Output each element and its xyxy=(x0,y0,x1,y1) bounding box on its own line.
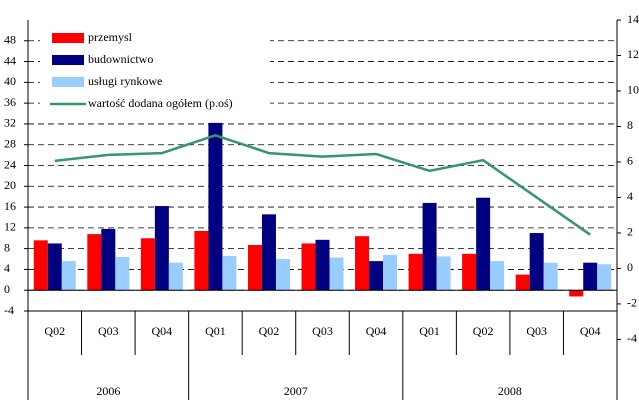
bar xyxy=(47,243,62,291)
bar xyxy=(154,206,169,291)
x-tick-label: Q02 xyxy=(259,324,280,338)
bar xyxy=(462,253,477,291)
y-tick-label: 44 xyxy=(4,53,16,67)
year-label: 2008 xyxy=(498,384,522,398)
bar xyxy=(275,259,290,291)
bar xyxy=(115,256,130,291)
bar xyxy=(208,122,223,291)
bar xyxy=(101,228,116,291)
y2-tick-label: 0 xyxy=(627,260,633,274)
bar xyxy=(247,245,262,291)
x-tick-label: Q04 xyxy=(580,324,601,338)
legend-label: wartość dodana ogółem (p.oś) xyxy=(88,96,233,110)
y2-tick-label: 6 xyxy=(627,154,633,168)
bar xyxy=(222,255,237,291)
line xyxy=(54,134,591,236)
y-tick-label: -4 xyxy=(4,303,14,317)
legend-label: przemysl xyxy=(88,30,133,44)
bar xyxy=(315,239,330,291)
bar xyxy=(87,234,102,291)
bar xyxy=(583,262,598,291)
y2-tick-label: 14 xyxy=(627,12,639,26)
legend-swatch xyxy=(52,33,84,43)
bar xyxy=(408,253,423,291)
x-tick-label: Q04 xyxy=(366,324,387,338)
bar xyxy=(61,261,76,291)
x-tick-label: Q01 xyxy=(419,324,440,338)
bar xyxy=(490,261,505,291)
bar xyxy=(597,264,612,291)
y-tick-label: 24 xyxy=(4,157,16,171)
y2-tick-label: -2 xyxy=(627,296,637,310)
y-tick-label: 40 xyxy=(4,74,16,88)
x-tick-label: Q04 xyxy=(152,324,173,338)
bar xyxy=(329,257,344,291)
bar xyxy=(301,243,316,291)
bar xyxy=(355,236,370,291)
y2-tick-label: 4 xyxy=(627,189,633,203)
x-tick-label: Q03 xyxy=(526,324,547,338)
x-tick-label: Q03 xyxy=(98,324,119,338)
bar xyxy=(369,261,384,291)
y-tick-label: 12 xyxy=(4,220,16,234)
y2-tick-label: 12 xyxy=(627,47,639,61)
bar xyxy=(194,230,209,291)
year-label: 2007 xyxy=(284,384,308,398)
bar xyxy=(515,274,530,291)
bar xyxy=(529,233,544,291)
bar xyxy=(436,256,451,291)
y-tick-label: 32 xyxy=(4,116,16,130)
y-tick-label: 20 xyxy=(4,178,16,192)
legend-label: usługi rynkowe xyxy=(88,74,162,88)
y-tick-label: 16 xyxy=(4,199,16,213)
legend-swatch xyxy=(52,77,84,87)
y-tick-label: 8 xyxy=(4,240,10,254)
x-tick-label: Q02 xyxy=(473,324,494,338)
bar xyxy=(543,262,558,291)
bar xyxy=(261,214,276,291)
y2-tick-label: -4 xyxy=(627,331,637,345)
legend-label: budownictwo xyxy=(88,52,153,66)
bar xyxy=(569,290,584,297)
y-tick-label: 0 xyxy=(4,282,10,296)
bar xyxy=(168,262,183,291)
bar xyxy=(140,238,155,291)
y-tick-label: 28 xyxy=(4,136,16,150)
x-tick-label: Q02 xyxy=(44,324,65,338)
bar xyxy=(422,202,437,291)
bar xyxy=(383,254,398,291)
bar xyxy=(33,240,48,291)
y-tick-label: 48 xyxy=(4,33,16,47)
y-tick-label: 4 xyxy=(4,261,10,275)
x-tick-label: Q03 xyxy=(312,324,333,338)
y2-tick-label: 2 xyxy=(627,225,633,239)
y2-tick-label: 10 xyxy=(627,83,639,97)
y2-tick-label: 8 xyxy=(627,118,633,132)
y-tick-label: 36 xyxy=(4,95,16,109)
bar xyxy=(476,197,491,291)
year-label: 2006 xyxy=(96,384,120,398)
legend-swatch xyxy=(52,55,84,65)
x-tick-label: Q01 xyxy=(205,324,226,338)
